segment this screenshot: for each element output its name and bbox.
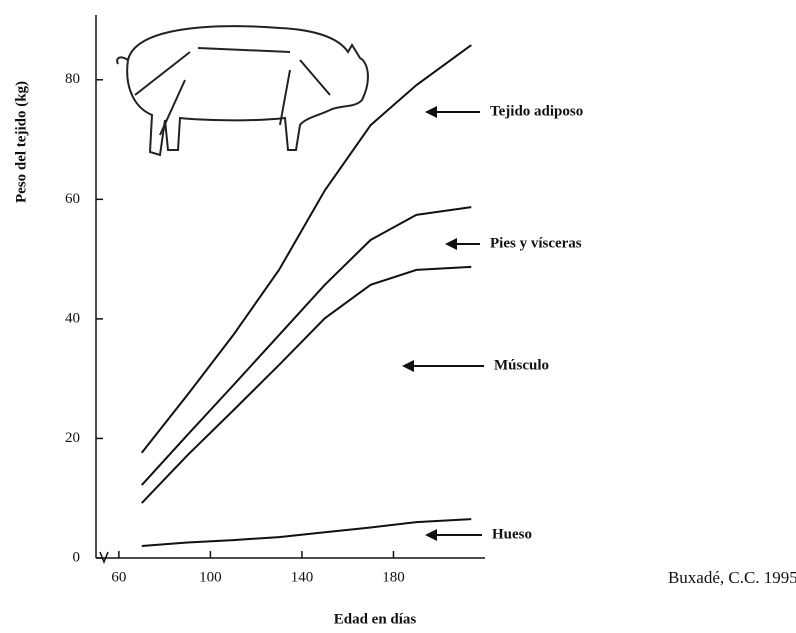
y-tick-label: 40 bbox=[65, 310, 80, 326]
y-axis-label: Peso del tejido (kg) bbox=[13, 81, 29, 203]
arrow-head bbox=[402, 360, 414, 372]
x-tick-label: 140 bbox=[291, 569, 314, 585]
x-tick-label: 180 bbox=[382, 569, 405, 585]
series-line bbox=[142, 519, 472, 546]
pig-illustration bbox=[117, 26, 368, 155]
page: {"chart_data": {"type": "line", "y_label… bbox=[0, 0, 796, 633]
series-line bbox=[142, 267, 472, 503]
series-label: Tejido adiposo bbox=[490, 103, 583, 119]
series-line bbox=[142, 207, 472, 485]
arrow-head bbox=[425, 106, 437, 118]
series-line bbox=[142, 45, 472, 453]
arrow-head bbox=[425, 529, 437, 541]
axis-break bbox=[100, 552, 108, 562]
y-tick-label: 80 bbox=[65, 71, 80, 87]
series-label: Pies y vísceras bbox=[490, 235, 582, 251]
chart: Peso del tejido (kg) Edad en días Buxadé… bbox=[0, 0, 796, 633]
y-tick-label: 20 bbox=[65, 430, 80, 446]
x-axis-label: Edad en días bbox=[334, 611, 417, 627]
series-label: Músculo bbox=[494, 357, 549, 373]
y-tick-label: 0 bbox=[73, 549, 81, 565]
x-tick-label: 100 bbox=[199, 569, 222, 585]
y-tick-label: 60 bbox=[65, 191, 80, 207]
source: Buxadé, C.C. 1995. bbox=[668, 568, 796, 587]
arrow-head bbox=[445, 238, 457, 250]
x-tick-label: 60 bbox=[111, 569, 126, 585]
series-label: Hueso bbox=[492, 526, 532, 542]
